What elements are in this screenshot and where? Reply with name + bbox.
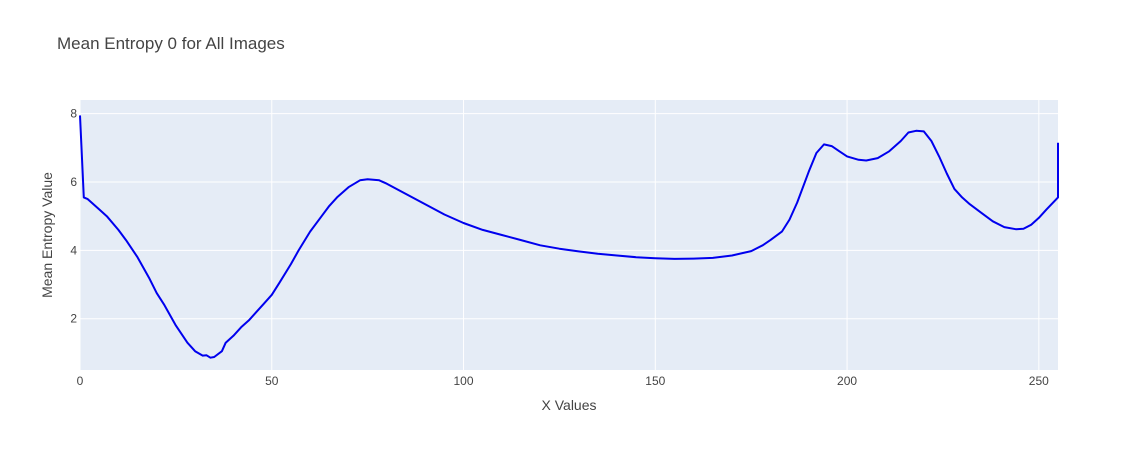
y-tick-label: 4 [70, 243, 77, 257]
y-axis-title: Mean Entropy Value [39, 172, 55, 298]
x-axis-ticks: 0 50 100 150 200 250 [77, 374, 1049, 388]
x-axis-title: X Values [542, 397, 597, 413]
series-line [79, 115, 1059, 359]
y-tick-label: 6 [70, 175, 77, 189]
x-tick-label: 100 [454, 374, 474, 388]
chart-title: Mean Entropy 0 for All Images [57, 34, 285, 53]
y-tick-label: 2 [70, 312, 77, 326]
x-tick-label: 200 [837, 374, 857, 388]
x-tick-label: 250 [1029, 374, 1049, 388]
x-tick-label: 0 [77, 374, 84, 388]
plot-area [80, 100, 1058, 370]
x-tick-label: 150 [645, 374, 665, 388]
y-tick-label: 8 [70, 107, 77, 121]
y-axis-ticks: 2 4 6 8 [70, 107, 77, 326]
x-tick-label: 50 [265, 374, 279, 388]
gridlines [79, 100, 1058, 370]
